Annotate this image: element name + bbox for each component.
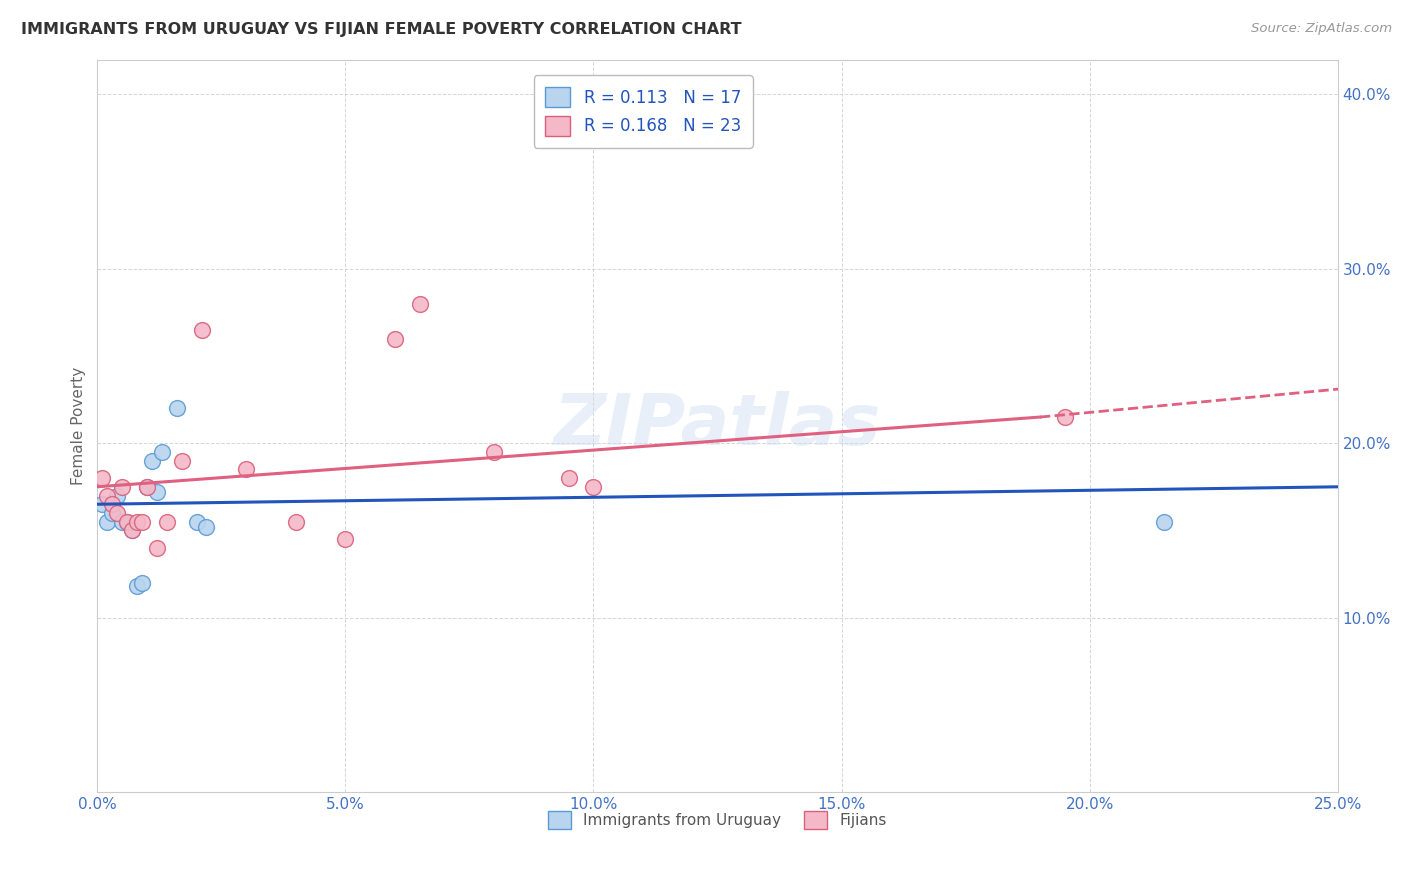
Point xyxy=(125,579,148,593)
Point xyxy=(284,515,307,529)
Point xyxy=(156,515,179,529)
Point xyxy=(131,575,153,590)
Point xyxy=(166,401,188,416)
Y-axis label: Female Poverty: Female Poverty xyxy=(72,367,86,485)
Point xyxy=(121,524,143,538)
Point xyxy=(384,332,406,346)
Point xyxy=(146,541,169,555)
Point xyxy=(121,524,143,538)
Point xyxy=(190,323,212,337)
Point xyxy=(136,480,159,494)
Point xyxy=(111,515,134,529)
Legend: Immigrants from Uruguay, Fijians: Immigrants from Uruguay, Fijians xyxy=(543,805,893,836)
Point xyxy=(96,515,118,529)
Text: IMMIGRANTS FROM URUGUAY VS FIJIAN FEMALE POVERTY CORRELATION CHART: IMMIGRANTS FROM URUGUAY VS FIJIAN FEMALE… xyxy=(21,22,742,37)
Point xyxy=(484,445,506,459)
Text: Source: ZipAtlas.com: Source: ZipAtlas.com xyxy=(1251,22,1392,36)
Point xyxy=(186,515,208,529)
Point xyxy=(125,515,148,529)
Point xyxy=(335,532,357,546)
Point xyxy=(1153,515,1175,529)
Point xyxy=(1053,410,1076,425)
Point xyxy=(150,445,173,459)
Point xyxy=(96,489,118,503)
Point xyxy=(115,515,138,529)
Point xyxy=(111,480,134,494)
Point xyxy=(557,471,579,485)
Point xyxy=(195,520,218,534)
Point xyxy=(582,480,605,494)
Point xyxy=(409,296,432,310)
Point xyxy=(91,497,114,511)
Point xyxy=(146,485,169,500)
Point xyxy=(101,506,124,520)
Point xyxy=(131,515,153,529)
Point xyxy=(91,471,114,485)
Text: ZIPatlas: ZIPatlas xyxy=(554,392,882,460)
Point xyxy=(115,515,138,529)
Point xyxy=(141,453,163,467)
Point xyxy=(105,506,128,520)
Point xyxy=(170,453,193,467)
Point xyxy=(105,489,128,503)
Point xyxy=(101,497,124,511)
Point xyxy=(136,480,159,494)
Point xyxy=(235,462,257,476)
